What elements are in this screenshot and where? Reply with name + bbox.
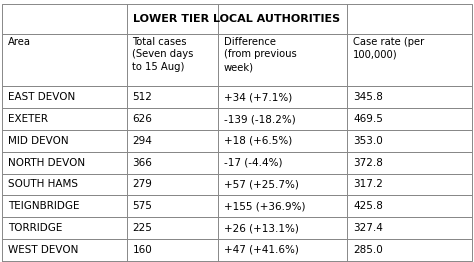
Text: EAST DEVON: EAST DEVON (8, 92, 75, 102)
Text: MID DEVON: MID DEVON (8, 136, 69, 146)
Text: 366: 366 (132, 158, 152, 168)
Text: +18 (+6.5%): +18 (+6.5%) (224, 136, 292, 146)
Text: LOWER TIER LOCAL AUTHORITIES: LOWER TIER LOCAL AUTHORITIES (134, 14, 340, 24)
Text: -139 (-18.2%): -139 (-18.2%) (224, 114, 296, 124)
Text: 160: 160 (132, 245, 152, 255)
Text: -17 (-4.4%): -17 (-4.4%) (224, 158, 283, 168)
Text: 317.2: 317.2 (353, 179, 383, 189)
Text: 294: 294 (132, 136, 152, 146)
Text: TORRIDGE: TORRIDGE (8, 223, 63, 233)
Text: 575: 575 (132, 201, 152, 211)
Text: 225: 225 (132, 223, 152, 233)
Text: +34 (+7.1%): +34 (+7.1%) (224, 92, 292, 102)
Text: 469.5: 469.5 (353, 114, 383, 124)
Text: Case rate (per
100,000): Case rate (per 100,000) (353, 37, 424, 59)
Text: +57 (+25.7%): +57 (+25.7%) (224, 179, 299, 189)
Text: 626: 626 (132, 114, 152, 124)
Text: +26 (+13.1%): +26 (+13.1%) (224, 223, 299, 233)
Text: 353.0: 353.0 (353, 136, 383, 146)
Text: SOUTH HAMS: SOUTH HAMS (8, 179, 78, 189)
Text: EXETER: EXETER (8, 114, 48, 124)
Text: NORTH DEVON: NORTH DEVON (8, 158, 85, 168)
Text: 372.8: 372.8 (353, 158, 383, 168)
Text: Area: Area (8, 37, 31, 47)
Text: +47 (+41.6%): +47 (+41.6%) (224, 245, 299, 255)
Text: Total cases
(Seven days
to 15 Aug): Total cases (Seven days to 15 Aug) (132, 37, 194, 72)
Text: Difference
(from previous
week): Difference (from previous week) (224, 37, 297, 72)
Text: WEST DEVON: WEST DEVON (8, 245, 78, 255)
Text: 327.4: 327.4 (353, 223, 383, 233)
Text: 285.0: 285.0 (353, 245, 383, 255)
Text: 345.8: 345.8 (353, 92, 383, 102)
Text: 279: 279 (132, 179, 152, 189)
Text: +155 (+36.9%): +155 (+36.9%) (224, 201, 305, 211)
Text: TEIGNBRIDGE: TEIGNBRIDGE (8, 201, 80, 211)
Text: 512: 512 (132, 92, 152, 102)
Text: 425.8: 425.8 (353, 201, 383, 211)
